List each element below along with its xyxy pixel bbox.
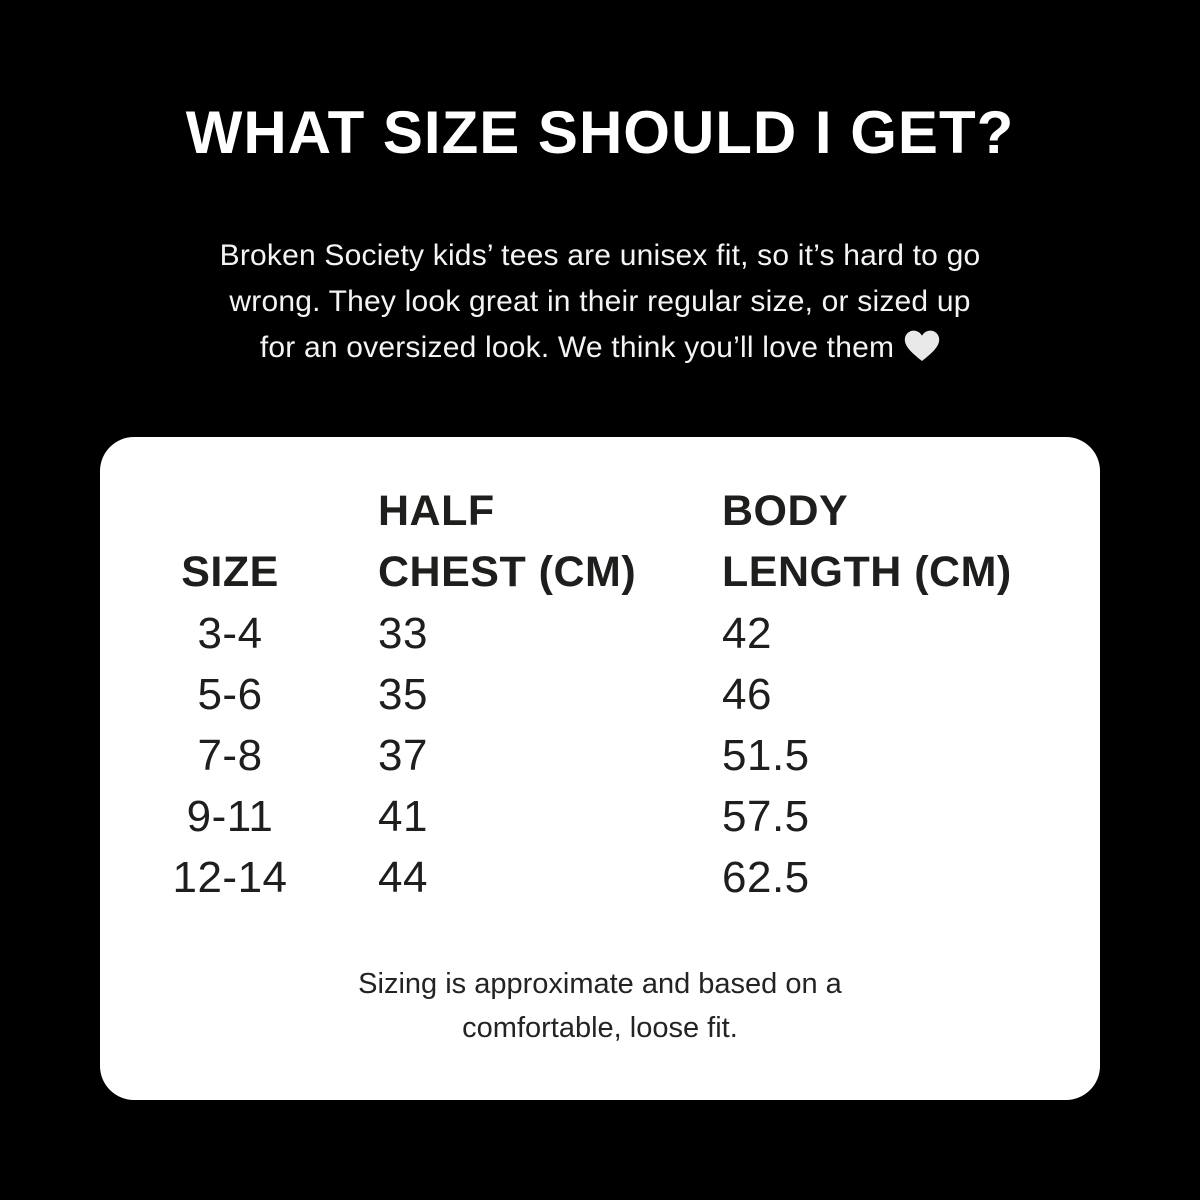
footnote-line-2: comfortable, loose fit.	[462, 1012, 738, 1044]
intro-paragraph: Broken Society kids’ tees are unisex fit…	[0, 233, 1200, 371]
column-header-body-length: BODY LENGTH (CM)	[722, 487, 1012, 596]
table-row-size: 9-11	[186, 792, 274, 841]
page-title: WHAT SIZE SHOULD I GET?	[185, 99, 1015, 166]
table-row-body-length: 46	[722, 670, 772, 719]
sizing-footnote: Sizing is approximate and based on a com…	[100, 962, 1100, 1050]
table-row-size: 7-8	[197, 731, 263, 780]
table-row-size: 12-14	[172, 853, 288, 902]
table-row-half-chest: 44	[378, 853, 428, 902]
table-row-half-chest: 41	[378, 792, 428, 841]
table-row-body-length: 42	[722, 609, 772, 658]
column-header-half-chest: HALF CHEST (CM)	[378, 487, 637, 596]
table-row-half-chest: 33	[378, 609, 428, 658]
intro-line-2: wrong. They look great in their regular …	[229, 285, 971, 318]
intro-line-3: for an oversized look. We think you’ll l…	[0, 325, 1200, 371]
size-table: SIZE HALF CHEST (CM) BODY LENGTH (CM) 3-…	[155, 481, 1070, 908]
table-row-body-length: 51.5	[722, 731, 810, 780]
table-row-body-length: 57.5	[722, 792, 810, 841]
size-chart-card: SIZE HALF CHEST (CM) BODY LENGTH (CM) 3-…	[100, 437, 1100, 1100]
table-row-half-chest: 35	[378, 670, 428, 719]
table-row-body-length: 62.5	[722, 853, 810, 902]
footnote-line-1: Sizing is approximate and based on a	[358, 968, 842, 1000]
intro-line-1: Broken Society kids’ tees are unisex fit…	[219, 239, 981, 272]
table-row-size: 5-6	[197, 670, 263, 719]
table-row-size: 3-4	[197, 609, 263, 658]
table-row-half-chest: 37	[378, 731, 428, 780]
column-header-size: SIZE	[181, 548, 279, 596]
white-heart-icon	[904, 330, 940, 362]
